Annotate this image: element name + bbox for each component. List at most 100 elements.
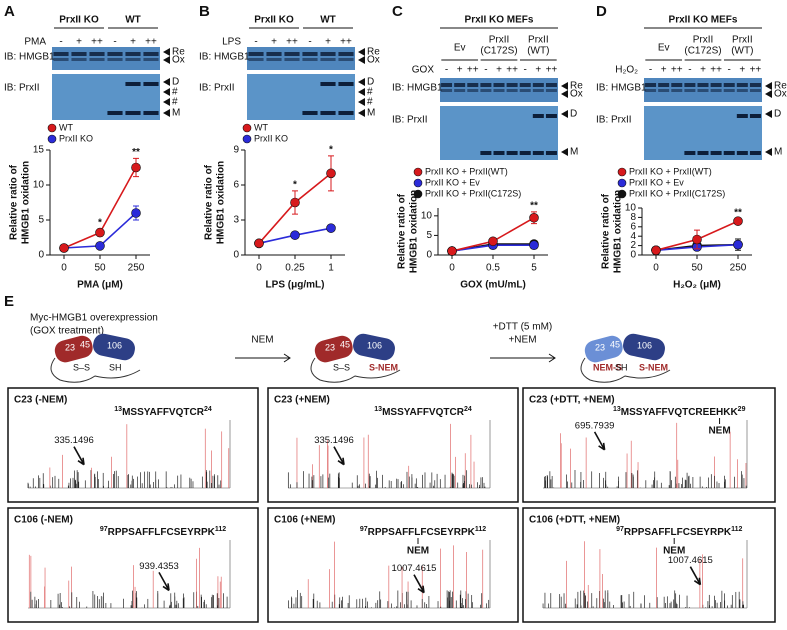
legend-swatch (617, 167, 627, 177)
band (710, 89, 722, 92)
legend-swatch (47, 123, 57, 133)
band (736, 151, 748, 155)
legend-swatch (413, 167, 423, 177)
data-point (326, 168, 336, 179)
band (125, 111, 141, 115)
spectrum-title: C106 (+NEM) (274, 515, 335, 526)
marker-label: Re (367, 47, 380, 58)
x-tick-label: 0 (449, 263, 455, 274)
domain (623, 333, 665, 361)
band (697, 89, 709, 92)
band (125, 58, 141, 61)
treatment-label: PMA (24, 37, 46, 48)
band (545, 89, 557, 92)
group-label: (WT) (731, 46, 753, 57)
lane-label: + (739, 65, 745, 76)
peptide-start: 97 (100, 526, 108, 533)
step-label: NEM (251, 335, 273, 346)
band (302, 111, 318, 115)
x-axis-label: GOX (mU/mL) (460, 280, 526, 291)
data-point (131, 162, 141, 173)
lane-label: ++ (467, 65, 479, 76)
thiol-label: S-NEM (639, 362, 668, 372)
band (749, 83, 761, 87)
domain (54, 335, 93, 363)
thiol-label: SH (109, 362, 122, 372)
y-tick-label: 5 (38, 215, 44, 226)
panel-label: A (4, 3, 15, 20)
ib-label: IB: PrxII (392, 115, 428, 126)
significance: ** (132, 147, 140, 158)
significance: * (98, 218, 102, 229)
band (467, 83, 479, 87)
treatment-label: H₂O₂ (615, 65, 638, 76)
mass-arrow (73, 446, 85, 466)
domain-label: 45 (340, 339, 350, 349)
band (266, 58, 282, 61)
lane-label: ++ (546, 65, 558, 76)
band (53, 52, 69, 56)
spectrum-title: C23 (+DTT, +NEM) (529, 395, 615, 406)
scheme-text: (GOX treatment) (30, 326, 104, 337)
band (736, 83, 748, 87)
treatment-label: LPS (222, 37, 241, 48)
legend-label: WT (254, 122, 268, 132)
spectrum-title: C23 (+NEM) (274, 395, 330, 406)
step-arrow (490, 353, 556, 363)
y-tick-label: 15 (33, 145, 45, 156)
peptide-start: 97 (616, 526, 624, 533)
thiol-label: S–S (333, 362, 350, 372)
band (320, 111, 336, 115)
lane-label: - (728, 65, 731, 76)
band (320, 52, 336, 56)
peptide-seq: RPPSAFFLFCSEYRPK (368, 527, 476, 538)
step-label: +NEM (508, 335, 536, 346)
peptide-seq: MSSYAFFVQTCR (122, 407, 205, 418)
data-point (290, 230, 300, 240)
band (532, 151, 544, 155)
significance: * (293, 179, 297, 190)
legend-swatch (413, 178, 423, 188)
data-point (692, 234, 702, 245)
legend-swatch (413, 189, 423, 199)
significance: ** (530, 201, 538, 212)
peptide-end: 112 (475, 526, 486, 533)
band (532, 83, 544, 87)
band (506, 83, 518, 87)
band (284, 52, 300, 56)
legend-label: PrxII KO (59, 133, 93, 143)
marker-arrow (765, 110, 772, 118)
peptide-end: 112 (215, 526, 226, 533)
domain-label: 23 (65, 342, 75, 352)
band (671, 83, 683, 87)
band (736, 89, 748, 92)
peptide: 97RPPSAFFLFCSEYRPK112 (616, 526, 742, 538)
group-label: PrxII (489, 35, 510, 46)
ib-label: IB: HMGB1 (199, 52, 250, 63)
domain-label: 23 (325, 342, 335, 352)
band (645, 89, 657, 92)
marker-arrow (163, 88, 170, 96)
band (248, 58, 264, 61)
marker-label: D (570, 109, 577, 120)
lane-label: - (445, 65, 448, 76)
lane-label: ++ (91, 37, 103, 48)
band (320, 82, 336, 86)
domain (353, 333, 395, 361)
lane-label: ++ (506, 65, 518, 76)
band (684, 83, 696, 87)
lane-label: - (59, 37, 62, 48)
legend-label: PrxII KO + Ev (425, 177, 480, 187)
panel-label: B (199, 3, 210, 20)
band (143, 82, 159, 86)
legend-label: PrxII KO + PrxII(WT) (629, 166, 712, 176)
spectrum-box (267, 387, 519, 503)
x-axis-label: H₂O₂ (μM) (673, 280, 721, 291)
lane-label: - (113, 37, 116, 48)
band (519, 83, 531, 87)
peptide-seq: MSSYAFFVQTCREEHKK (621, 407, 739, 418)
band (545, 114, 557, 118)
x-tick-label: 0.5 (486, 263, 500, 274)
lane-label: + (76, 37, 82, 48)
